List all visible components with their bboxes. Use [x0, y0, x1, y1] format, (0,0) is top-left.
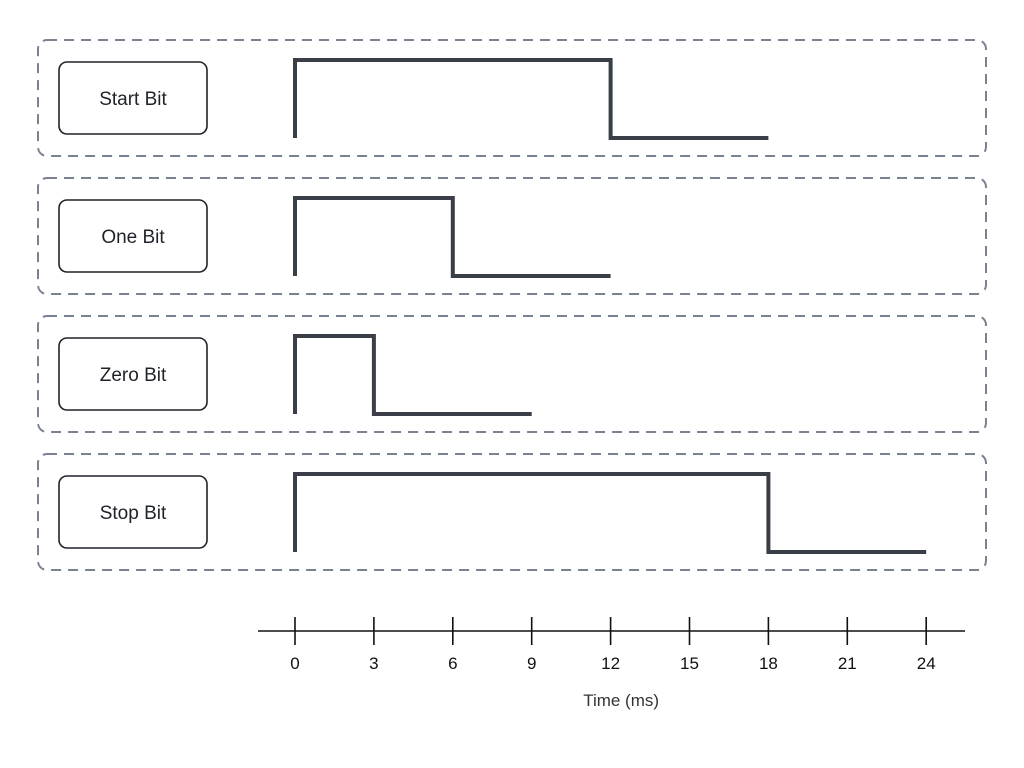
row-frame — [37, 315, 987, 433]
row-label-box — [58, 199, 208, 273]
time-axis: 0 3 6 9 12 15 18 21 24 Time (ms) — [258, 617, 965, 710]
row-label: One Bit — [101, 227, 165, 248]
axis-tick-label: 9 — [527, 654, 536, 673]
axis-tick-label: 0 — [290, 654, 299, 673]
waveform-zero-bit — [293, 334, 532, 416]
row-label: Stop Bit — [100, 503, 167, 524]
row-frame — [37, 177, 987, 295]
axis-tick-label: 3 — [369, 654, 378, 673]
signal-rows: Start Bit One Bit Zero Bit Stop Bit — [37, 39, 987, 571]
row-label: Zero Bit — [100, 365, 167, 386]
row-label-box — [58, 61, 208, 135]
row-label-box — [58, 475, 208, 549]
time-axis-ticks: 0 3 6 9 12 15 18 21 24 — [290, 617, 936, 673]
signal-row-start-bit: Start Bit — [37, 39, 987, 157]
row-frame — [37, 39, 987, 157]
axis-tick-label: 21 — [838, 654, 857, 673]
signal-row-zero-bit: Zero Bit — [37, 315, 987, 433]
signal-row-stop-bit: Stop Bit — [37, 453, 987, 571]
axis-tick-label: 6 — [448, 654, 457, 673]
waveform-start-bit — [293, 58, 769, 140]
row-label: Start Bit — [99, 89, 167, 110]
axis-tick-label: 15 — [680, 654, 699, 673]
axis-tick-label: 12 — [601, 654, 620, 673]
row-frame — [37, 453, 987, 571]
time-axis-title: Time (ms) — [583, 691, 659, 710]
axis-tick-label: 24 — [917, 654, 936, 673]
axis-tick-label: 18 — [759, 654, 778, 673]
signal-row-one-bit: One Bit — [37, 177, 987, 295]
waveform-stop-bit — [293, 472, 927, 554]
row-label-box — [58, 337, 208, 411]
waveform-one-bit — [293, 196, 611, 278]
